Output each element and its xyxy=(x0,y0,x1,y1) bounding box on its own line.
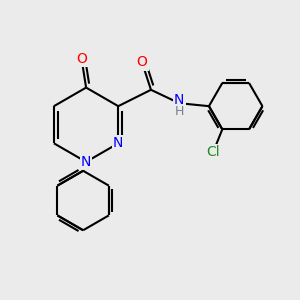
Text: H: H xyxy=(175,105,184,118)
Text: O: O xyxy=(76,52,87,66)
Text: Cl: Cl xyxy=(207,145,220,159)
Text: O: O xyxy=(136,56,148,70)
Text: N: N xyxy=(113,136,124,150)
Text: N: N xyxy=(81,155,91,169)
Text: N: N xyxy=(174,93,184,107)
